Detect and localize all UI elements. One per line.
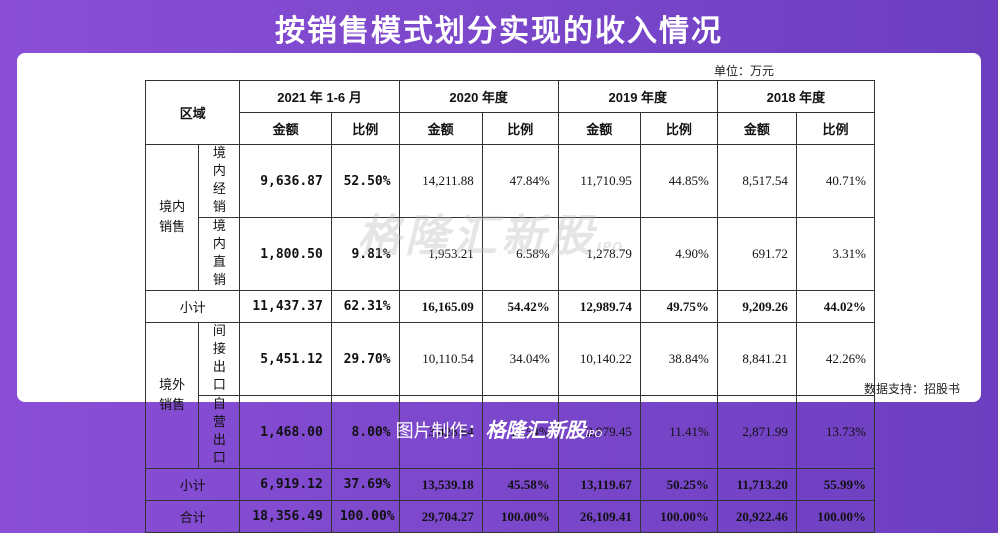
- cell-amount: 10,140.22: [557, 322, 641, 396]
- cell-ratio: 44.85%: [639, 144, 718, 218]
- ratio-header: 比例: [330, 112, 400, 145]
- cell-ratio: 49.75%: [639, 290, 718, 323]
- ratio-header: 比例: [639, 112, 718, 145]
- cell-amount: 691.72: [716, 217, 797, 291]
- footer-brand: 格隆汇新股: [485, 418, 586, 442]
- subtotal-label: 小计: [144, 468, 241, 501]
- revenue-table: 区域 2021 年 1-6 月 2020 年度 2019 年度 2018 年度 …: [144, 80, 876, 533]
- cell-ratio: 45.58%: [481, 468, 559, 501]
- ratio-header: 比例: [481, 112, 559, 145]
- group-label-overseas: 境外销售: [144, 322, 200, 469]
- cell-amount: 11,710.95: [557, 144, 641, 218]
- subtotal-label: 小计: [144, 290, 241, 323]
- cell-amount: 18,356.49: [239, 500, 332, 533]
- cell-ratio: 42.26%: [795, 322, 876, 396]
- table-row: 境内销售 境内经销 9,636.87 52.50% 14,211.88 47.8…: [144, 144, 876, 291]
- period-header-2018: 2018 年度: [716, 80, 876, 113]
- cell-ratio: 100.00%: [639, 500, 718, 533]
- channel-label: 境内经销: [198, 144, 241, 218]
- cell-amount: 16,165.09: [398, 290, 483, 323]
- cell-amount: 8,841.21: [716, 322, 797, 396]
- cell-amount: 1,278.79: [557, 217, 641, 291]
- amount-header: 金额: [557, 112, 641, 145]
- cell-amount: 11,713.20: [716, 468, 797, 501]
- table-row: 境外销售 间接出口 5,451.12 29.70% 10,110.54 34.0…: [144, 322, 876, 469]
- cell-ratio: 47.84%: [481, 144, 559, 218]
- cell-ratio: 44.02%: [795, 290, 876, 323]
- cell-amount: 13,119.67: [557, 468, 641, 501]
- cell-ratio: 34.04%: [481, 322, 559, 396]
- total-row: 合计 18,356.49 100.00% 29,704.27 100.00% 2…: [144, 500, 876, 533]
- page-title: 按销售模式划分实现的收入情况: [275, 14, 723, 49]
- total-label: 合计: [144, 500, 241, 533]
- content-panel: 单位：万元 区域 2021 年 1-6 月 2020 年度 2019 年度 20…: [17, 53, 981, 533]
- channel-label: 间接出口: [198, 322, 241, 396]
- cell-ratio: 62.31%: [330, 290, 400, 323]
- cell-amount: 1,800.50: [239, 217, 332, 291]
- amount-header: 金额: [398, 112, 483, 145]
- cell-ratio: 54.42%: [481, 290, 559, 323]
- cell-amount: 8,517.54: [716, 144, 797, 218]
- amount-header: 金额: [239, 112, 332, 145]
- period-header-2020: 2020 年度: [398, 80, 559, 113]
- cell-ratio: 29.70%: [330, 322, 400, 396]
- cell-amount: 20,922.46: [716, 500, 797, 533]
- cell-ratio: 52.50%: [330, 144, 400, 218]
- cell-ratio: 37.69%: [330, 468, 400, 501]
- cell-ratio: 55.99%: [795, 468, 876, 501]
- cell-amount: 29,704.27: [398, 500, 483, 533]
- table-row: 境内直销 1,800.50 9.81% 1,953.21 6.58% 1,278…: [146, 217, 876, 291]
- group-label-domestic: 境内销售: [144, 144, 200, 291]
- subtotal-row-overseas: 小计 6,919.12 37.69% 13,539.18 45.58% 13,1…: [144, 468, 876, 501]
- footer-prefix: 图片制作：: [395, 421, 486, 442]
- cell-amount: 5,451.12: [239, 322, 332, 396]
- cell-ratio: 50.25%: [639, 468, 718, 501]
- period-header-2019: 2019 年度: [557, 80, 718, 113]
- cell-ratio: 4.90%: [639, 217, 718, 291]
- footer-ipo: IPO: [585, 429, 603, 440]
- cell-amount: 9,209.26: [716, 290, 797, 323]
- cell-ratio: 9.81%: [330, 217, 400, 291]
- cell-ratio: 100.00%: [330, 500, 400, 533]
- cell-amount: 9,636.87: [239, 144, 332, 218]
- cell-ratio: 40.71%: [795, 144, 876, 218]
- period-header-2021h1: 2021 年 1-6 月: [239, 80, 400, 113]
- header-row-periods: 区域 2021 年 1-6 月 2020 年度 2019 年度 2018 年度: [144, 80, 876, 145]
- cell-amount: 1,953.21: [398, 217, 483, 291]
- cell-amount: 13,539.18: [398, 468, 483, 501]
- cell-amount: 26,109.41: [557, 500, 641, 533]
- cell-ratio: 38.84%: [639, 322, 718, 396]
- channel-label: 境内直销: [198, 217, 241, 291]
- subtotal-row-domestic: 小计 11,437.37 62.31% 16,165.09 54.42% 12,…: [144, 290, 876, 323]
- source-note: 数据支持：招股书: [863, 382, 960, 396]
- cell-amount: 11,437.37: [239, 290, 332, 323]
- amount-header: 金额: [716, 112, 797, 145]
- region-header: 区域: [144, 80, 241, 145]
- ratio-header: 比例: [795, 112, 876, 145]
- cell-amount: 14,211.88: [398, 144, 483, 218]
- cell-amount: 6,919.12: [239, 468, 332, 501]
- cell-amount: 10,110.54: [398, 322, 483, 396]
- footer-credit: 图片制作：格隆汇新股IPO: [0, 414, 998, 443]
- cell-ratio: 3.31%: [795, 217, 876, 291]
- table-row: 自营出口 1,468.00 8.00% 3,428.64 11.54% 2,97…: [146, 395, 876, 469]
- cell-ratio: 6.58%: [481, 217, 559, 291]
- cell-amount: 12,989.74: [557, 290, 641, 323]
- cell-ratio: 100.00%: [481, 500, 559, 533]
- cell-ratio: 100.00%: [795, 500, 876, 533]
- header-row-metrics: 金额 比例 金额 比例 金额 比例 金额 比例: [146, 112, 876, 145]
- unit-label: 单位：万元: [713, 64, 774, 78]
